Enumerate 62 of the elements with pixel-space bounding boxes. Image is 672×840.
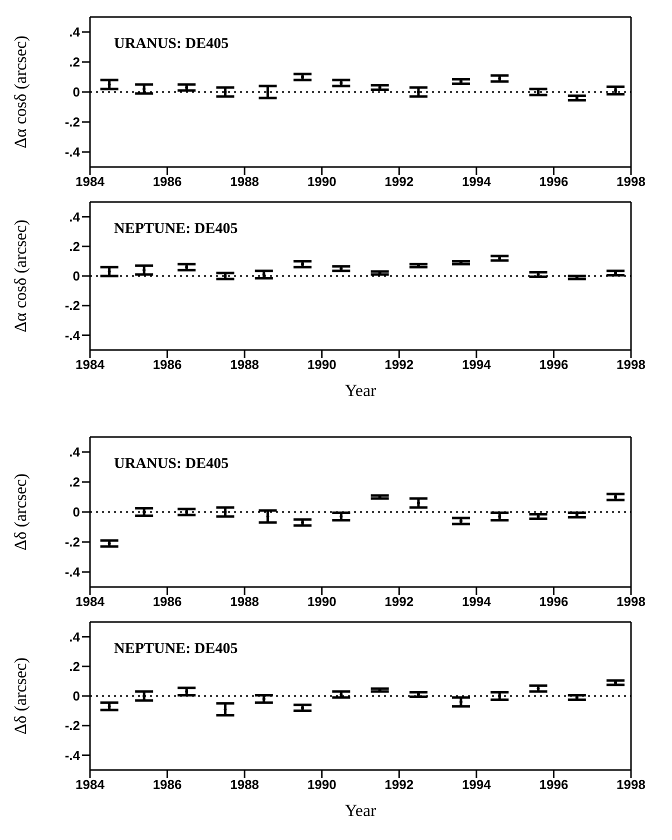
x-tick-label: 1984: [76, 357, 106, 372]
x-tick-label: 1992: [384, 174, 414, 190]
y-tick-label: .4: [69, 629, 81, 644]
y-axis-title: Δα cosδ (arcsec): [11, 220, 30, 332]
y-tick-label: .4: [69, 24, 81, 40]
y-tick-label: -.4: [64, 328, 81, 343]
x-tick-label: 1988: [230, 174, 260, 190]
annotation: NEPTUNE: DE405: [114, 641, 238, 658]
y-tick-label: .2: [69, 54, 80, 70]
x-tick-label: 1986: [152, 357, 182, 372]
annotation: URANUS: DE405: [114, 36, 229, 53]
x-tick-label: 1984: [76, 777, 106, 792]
x-axis-title: Year: [344, 381, 376, 400]
y-tick-label: -.4: [64, 144, 81, 160]
annotation: NEPTUNE: DE405: [114, 221, 238, 238]
x-tick-label: 1986: [152, 174, 182, 190]
x-tick-label: 1998: [616, 777, 646, 792]
y-tick-label: 0: [72, 688, 80, 704]
x-tick-label: 1998: [616, 174, 646, 190]
y-tick-label: 0: [72, 268, 80, 284]
x-tick-label: 1986: [152, 594, 182, 610]
x-tick-label: 1994: [462, 777, 492, 792]
x-tick-label: 1984: [76, 594, 106, 610]
y-tick-label: -.4: [64, 564, 81, 580]
x-tick-label: 1998: [616, 594, 646, 610]
y-tick-label: .2: [69, 239, 80, 254]
x-tick-label: 1990: [307, 777, 336, 792]
y-tick-label: -.2: [64, 298, 80, 314]
x-tick-label: 1990: [307, 174, 336, 190]
x-tick-label: 1992: [384, 594, 414, 610]
x-tick-label: 1996: [539, 174, 568, 190]
y-tick-label: .2: [69, 474, 80, 490]
x-tick-label: 1988: [230, 357, 260, 372]
x-tick-label: 1996: [539, 777, 568, 792]
y-tick-label: -.2: [64, 718, 80, 734]
x-tick-label: 1992: [384, 777, 414, 792]
y-tick-label: -.2: [64, 534, 80, 550]
x-tick-label: 1984: [76, 174, 106, 190]
x-tick-label: 1998: [616, 357, 646, 372]
y-tick-label: 0: [72, 84, 80, 100]
x-tick-label: 1990: [307, 357, 336, 372]
y-tick-label: .2: [69, 659, 80, 674]
y-axis-title: Δα cosδ (arcsec): [11, 36, 30, 148]
x-tick-label: 1988: [230, 777, 260, 792]
y-axis-title: Δδ (arcsec): [11, 658, 30, 734]
y-tick-label: 0: [72, 504, 80, 520]
x-tick-label: 1986: [152, 777, 182, 792]
y-axis-title: Δδ (arcsec): [11, 474, 30, 550]
x-tick-label: 1994: [462, 174, 492, 190]
x-tick-label: 1994: [462, 594, 492, 610]
y-tick-label: .4: [69, 209, 81, 224]
x-axis-title: Year: [344, 801, 376, 820]
x-tick-label: 1996: [539, 594, 568, 610]
x-tick-label: 1994: [462, 357, 492, 372]
annotation: URANUS: DE405: [114, 456, 229, 473]
x-tick-label: 1996: [539, 357, 568, 372]
x-tick-label: 1992: [384, 357, 414, 372]
x-tick-label: 1988: [230, 594, 260, 610]
y-tick-label: -.4: [64, 748, 81, 763]
y-tick-label: -.2: [64, 114, 80, 130]
y-tick-label: .4: [69, 444, 81, 460]
x-tick-label: 1990: [307, 594, 336, 610]
